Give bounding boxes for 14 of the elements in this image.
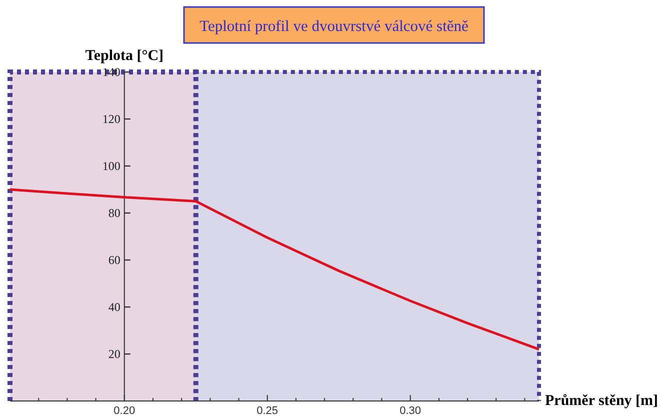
x-axis-title: Průměr stěny [m] (545, 393, 658, 409)
y-axis-title: Teplota [°C] (85, 48, 164, 64)
chart-title: Teplotní profil ve dvouvrstvé válcové stěně (200, 18, 469, 35)
x-tick-label: 0.25 (256, 405, 278, 417)
y-tick-label: 100 (102, 159, 120, 173)
x-tick-label: 0.30 (400, 405, 422, 417)
y-tick-label: 140 (102, 65, 120, 79)
y-tick-label: 120 (102, 112, 120, 126)
y-tick-label: 60 (108, 253, 120, 267)
y-tick-label: 40 (108, 300, 120, 314)
line-series (8, 188, 540, 351)
x-tick-label: 0.20 (114, 405, 136, 417)
y-tick-label: 80 (108, 206, 120, 220)
y-tick-label: 20 (108, 347, 120, 361)
